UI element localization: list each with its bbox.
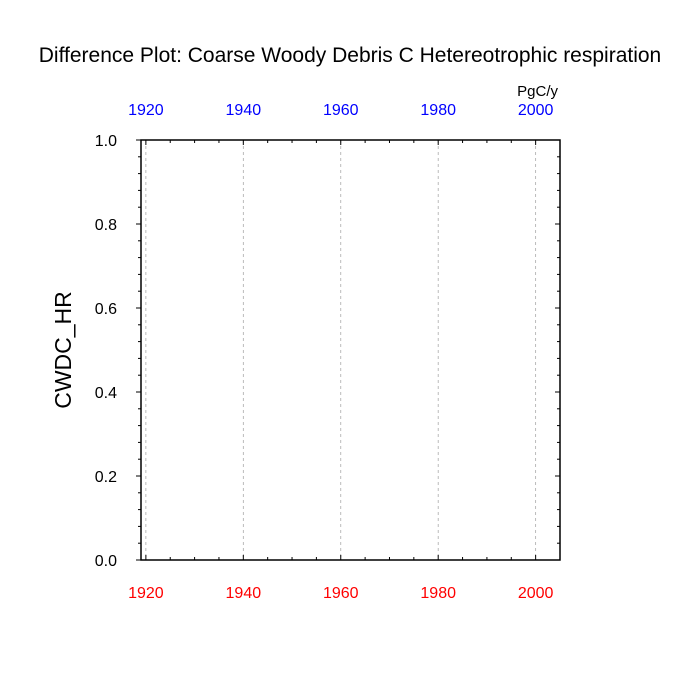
x-tick-label-top: 1940 [226, 102, 262, 119]
plot-frame [140, 139, 561, 561]
chart-title: Difference Plot: Coarse Woody Debris C H… [39, 44, 662, 67]
x-tick-label-top: 1960 [323, 102, 359, 119]
y-tick-label: 0.8 [95, 217, 117, 234]
y-tick-label: 1.0 [95, 133, 117, 150]
y-tick-label: 0.6 [95, 301, 117, 318]
grid-lines [145, 140, 537, 560]
x-tick-label-top: 2000 [518, 102, 554, 119]
x-tick-label-top: 1980 [420, 102, 456, 119]
x-tick-label-bottom: 1940 [226, 585, 262, 602]
units-label: PgC/y [517, 83, 558, 100]
y-tick-label: 0.4 [95, 385, 117, 402]
y-axis-label: CWDC_HR [50, 291, 76, 409]
y-tick-label: 0.0 [95, 553, 117, 570]
x-tick-label-bottom: 1920 [128, 585, 164, 602]
x-tick-label-bottom: 2000 [518, 585, 554, 602]
x-tick-label-bottom: 1980 [420, 585, 456, 602]
tick-marks [136, 139, 561, 561]
x-tick-label-top: 1920 [128, 102, 164, 119]
x-tick-label-bottom: 1960 [323, 585, 359, 602]
tick-labels: 1920 1940 1960 1980 2000 1920 1940 1960 1980 2000… [95, 102, 554, 602]
y-tick-label: 0.2 [95, 469, 117, 486]
